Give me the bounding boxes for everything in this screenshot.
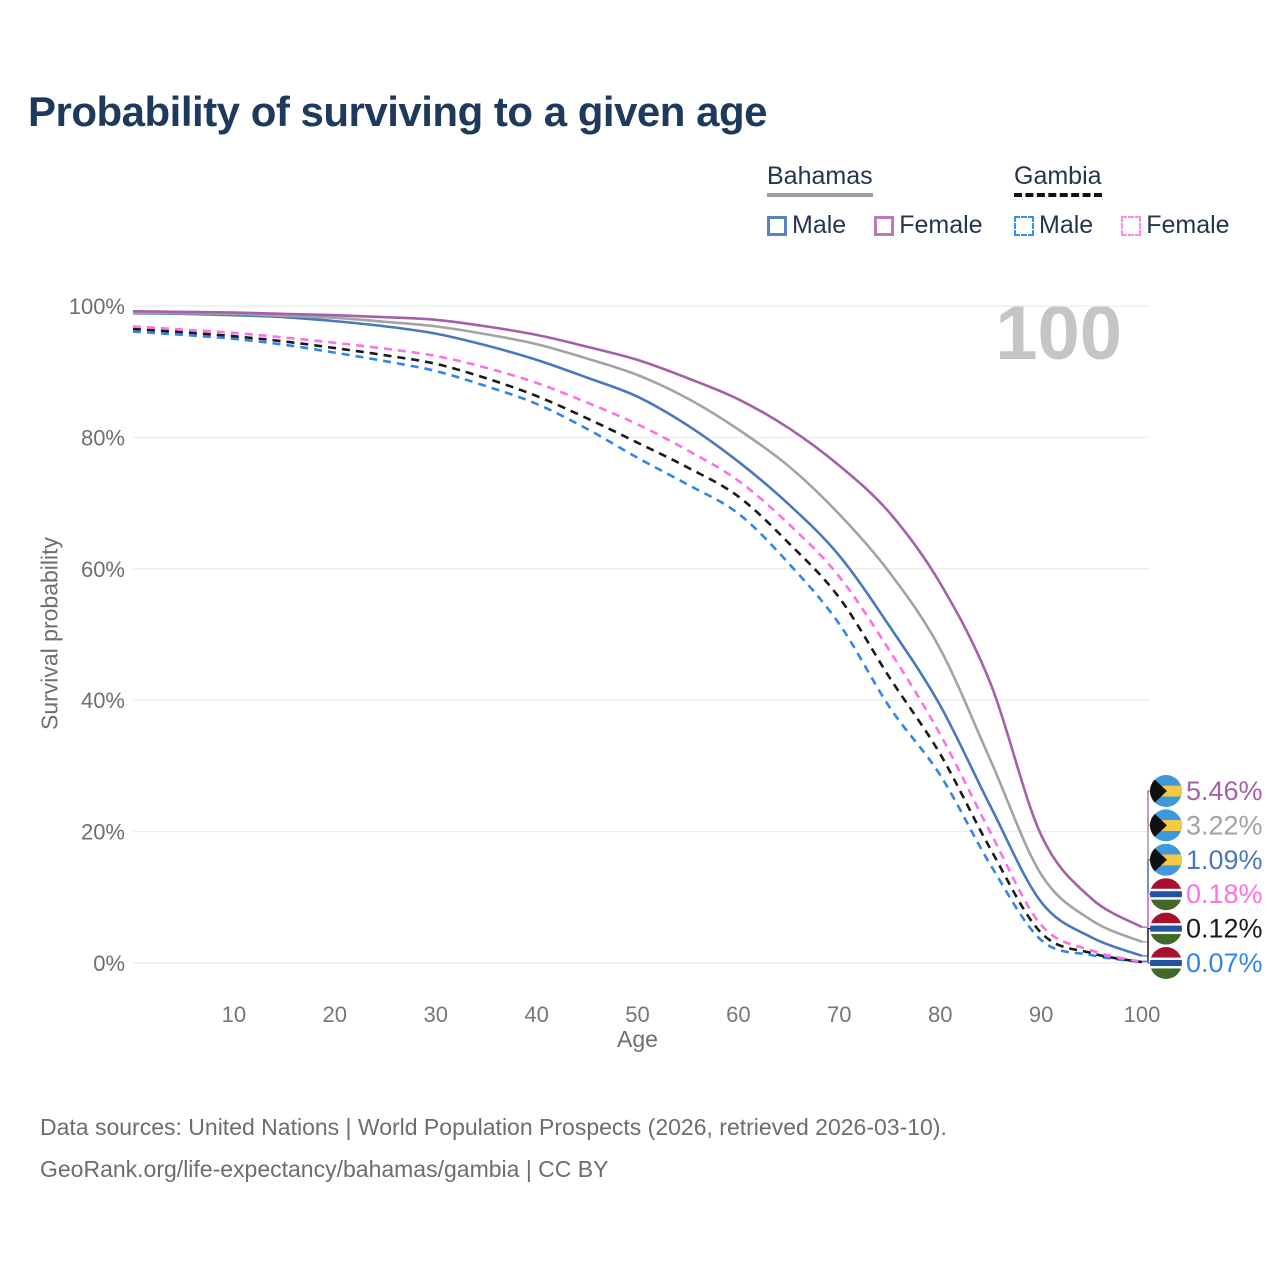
end-value-label-007: 0.07% [1186, 948, 1263, 978]
legend-label-gambia-female: Female [1146, 211, 1230, 239]
legend-label-gambia-male: Male [1039, 211, 1094, 239]
gambia-flag-icon-007 [1150, 947, 1182, 979]
x-axis-title: Age [617, 1026, 658, 1052]
legend-label-bahamas-male: Male [792, 211, 847, 239]
bahamas-flag-icon-109 [1150, 843, 1182, 876]
y-tick-20: 20% [81, 820, 125, 845]
gambia-flag-icon-012 [1150, 912, 1182, 945]
legend-header-bahamas[interactable]: Bahamas [767, 162, 873, 201]
y-tick-60: 60% [81, 557, 125, 582]
checkbox-bahamas-male[interactable] [767, 215, 787, 236]
footer-attribution-link: GeoRank.org/life-expectancy/bahamas/gamb… [40, 1156, 609, 1182]
series-line-bahamas-male[interactable] [132, 311, 1143, 958]
x-tick-100: 100 [1124, 1002, 1161, 1027]
legend-header-gambia[interactable]: Gambia [1014, 162, 1102, 201]
legend-header-bahamas-label: Bahamas [767, 162, 873, 190]
x-tick-40: 40 [524, 1002, 548, 1027]
y-tick-0: 0% [93, 951, 125, 976]
page-title: Probability of surviving to a given age [28, 88, 767, 135]
checkbox-gambia-male[interactable] [1014, 215, 1034, 236]
legend-group-gambia: Gambia Male Female [1014, 162, 1230, 240]
legend-item-gambia-male[interactable]: Male [1014, 211, 1093, 240]
bahamas-solid-line-swatch [767, 193, 873, 197]
series-line-gambia-male[interactable] [132, 330, 1143, 964]
x-tick-70: 70 [827, 1002, 851, 1027]
y-tick-40: 40% [81, 688, 125, 713]
series-line-bahamas-female[interactable] [132, 309, 1143, 929]
end-value-label-546: 5.46% [1186, 776, 1263, 806]
checkbox-gambia-female[interactable] [1121, 215, 1142, 236]
series-line-bahamas-both-sexes[interactable] [132, 311, 1143, 944]
footer-data-sources: Data sources: United Nations | World Pop… [40, 1114, 947, 1140]
series-line-gambia-female[interactable] [132, 325, 1143, 964]
x-tick-60: 60 [726, 1002, 750, 1027]
legend-item-bahamas-male[interactable]: Male [767, 211, 846, 240]
bahamas-flag-icon-322 [1150, 809, 1182, 842]
legend-group-bahamas: Bahamas Male Female [767, 162, 983, 240]
legend-item-gambia-female[interactable]: Female [1121, 211, 1230, 240]
x-tick-30: 30 [423, 1002, 447, 1027]
x-tick-50: 50 [625, 1002, 649, 1027]
x-tick-80: 80 [928, 1002, 952, 1027]
x-tick-90: 90 [1029, 1002, 1053, 1027]
legend-item-bahamas-female[interactable]: Female [874, 211, 983, 240]
y-tick-80: 80% [81, 425, 125, 450]
y-axis-title: Survival probability [36, 536, 63, 731]
x-tick-10: 10 [222, 1002, 246, 1027]
hover-age-indicator: 100 [995, 291, 1122, 376]
gambia-flag-icon-018 [1150, 878, 1182, 911]
y-tick-100: 100% [69, 294, 125, 319]
x-tick-20: 20 [323, 1002, 347, 1027]
bahamas-flag-icon-546 [1150, 775, 1182, 807]
end-value-label-018: 0.18% [1186, 879, 1263, 909]
checkbox-bahamas-female[interactable] [874, 215, 895, 236]
legend-header-gambia-label: Gambia [1014, 162, 1102, 190]
end-value-label-012: 0.12% [1186, 914, 1263, 944]
series-line-gambia-both-sexes[interactable] [132, 327, 1143, 964]
end-value-label-322: 3.22% [1186, 810, 1263, 840]
footer: Data sources: United Nations | World Pop… [40, 1106, 947, 1190]
gambia-dashed-line-swatch [1014, 193, 1102, 197]
legend-label-bahamas-female: Female [899, 211, 983, 239]
end-value-label-109: 1.09% [1186, 845, 1263, 875]
